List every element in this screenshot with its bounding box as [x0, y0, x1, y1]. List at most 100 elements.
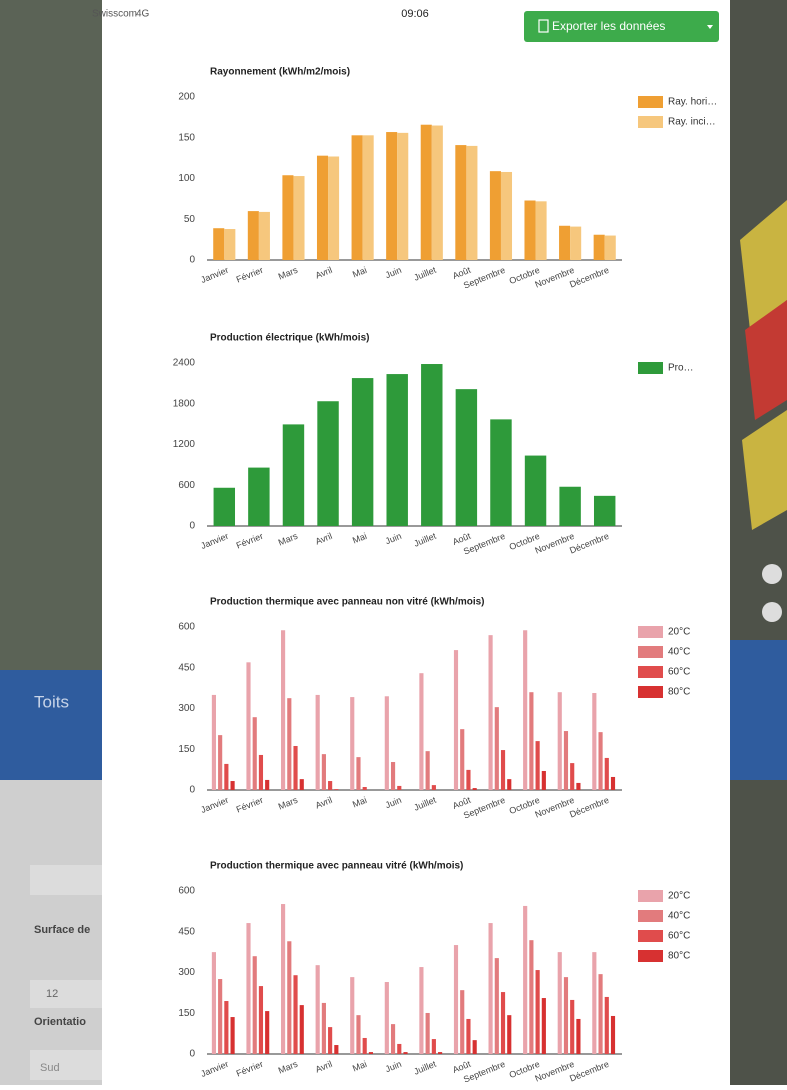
bar — [507, 779, 511, 790]
field-label: Surface de — [34, 924, 90, 936]
bar — [524, 201, 535, 260]
section-band — [730, 640, 787, 780]
legend-label: Ray. hori… — [668, 97, 717, 108]
legend-swatch — [638, 910, 663, 922]
bar — [363, 1038, 367, 1054]
bar — [213, 228, 224, 260]
map-control[interactable] — [762, 564, 782, 584]
bar — [523, 906, 527, 1054]
bar — [391, 1024, 395, 1054]
legend-swatch — [638, 666, 663, 678]
bar — [259, 755, 263, 790]
legend-swatch — [638, 96, 663, 108]
bar — [605, 997, 609, 1054]
chart-title: Production thermique avec panneau non vi… — [210, 597, 484, 608]
bar — [352, 135, 363, 260]
bar — [525, 456, 546, 526]
bar — [536, 741, 540, 790]
legend-swatch — [638, 646, 663, 658]
bar — [570, 227, 581, 260]
bar — [385, 982, 389, 1054]
bar — [558, 692, 562, 790]
clock: 09:06 — [401, 8, 429, 20]
bar — [489, 635, 493, 790]
chart-title: Production thermique avec panneau vitré … — [210, 861, 463, 872]
bar — [536, 970, 540, 1054]
bar — [432, 126, 443, 260]
bar — [356, 757, 360, 790]
bar — [490, 171, 501, 260]
legend-swatch — [638, 950, 663, 962]
bar — [253, 956, 257, 1054]
bar — [495, 958, 499, 1054]
legend-label: 80°C — [668, 951, 690, 962]
bar — [454, 945, 458, 1054]
legend-label: 60°C — [668, 667, 690, 678]
bar — [460, 729, 464, 790]
bar — [224, 1001, 228, 1054]
y-tick-label: 1800 — [173, 398, 196, 409]
bar — [246, 662, 250, 790]
bar — [259, 212, 270, 260]
screen: Toits Surface de 12 Orientatio Sud Swiss… — [0, 0, 787, 1085]
bar — [322, 1003, 326, 1054]
bar — [536, 201, 547, 260]
bar — [386, 374, 407, 526]
bar — [605, 758, 609, 790]
bar — [564, 731, 568, 790]
map-control[interactable] — [762, 602, 782, 622]
bar — [397, 786, 401, 790]
bar — [592, 952, 596, 1054]
bar — [224, 764, 228, 790]
legend-label: 20°C — [668, 891, 690, 902]
bar — [598, 732, 602, 790]
bar — [466, 1019, 470, 1054]
bar — [328, 781, 332, 790]
bar — [218, 735, 222, 790]
bar — [490, 419, 511, 526]
bar — [231, 1017, 235, 1054]
y-tick-label: 200 — [178, 92, 195, 103]
bar — [391, 762, 395, 790]
bar — [605, 236, 616, 260]
bar — [248, 211, 259, 260]
bar — [501, 992, 505, 1054]
legend-swatch — [638, 686, 663, 698]
bar — [466, 146, 477, 260]
bar — [466, 770, 470, 790]
bar — [432, 1039, 436, 1054]
legend-label: Ray. inci… — [668, 117, 716, 128]
bar — [369, 1052, 373, 1054]
bar — [300, 1005, 304, 1054]
bar — [281, 904, 285, 1054]
chart-title: Rayonnement (kWh/m2/mois) — [210, 67, 350, 78]
bar — [576, 783, 580, 790]
bar — [460, 990, 464, 1054]
y-tick-label: 100 — [178, 173, 195, 184]
legend-swatch — [638, 116, 663, 128]
y-tick-label: 600 — [178, 622, 195, 633]
bar — [281, 630, 285, 790]
bar — [356, 1015, 360, 1054]
bar — [426, 1013, 430, 1054]
bar — [594, 235, 605, 260]
bar — [212, 952, 216, 1054]
legend-label: Pro… — [668, 363, 694, 374]
bar — [328, 1027, 332, 1054]
y-tick-label: 450 — [178, 662, 195, 673]
export-button-label: Exporter les données — [552, 19, 665, 33]
y-tick-label: 1200 — [173, 439, 196, 450]
bar — [293, 975, 297, 1054]
carrier: Swisscom — [92, 9, 137, 20]
legend-label: 40°C — [668, 647, 690, 658]
bar — [334, 789, 338, 790]
legend-swatch — [638, 626, 663, 638]
bar — [397, 1044, 401, 1054]
bar — [316, 965, 320, 1054]
bar — [403, 1052, 407, 1054]
legend-swatch — [638, 890, 663, 902]
bar — [397, 133, 408, 260]
bar — [363, 135, 374, 260]
bar — [473, 788, 477, 790]
bar — [421, 125, 432, 260]
